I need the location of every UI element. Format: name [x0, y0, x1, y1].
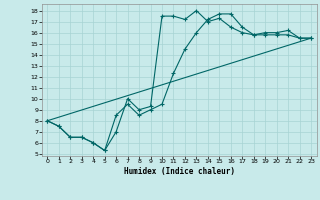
X-axis label: Humidex (Indice chaleur): Humidex (Indice chaleur)	[124, 167, 235, 176]
